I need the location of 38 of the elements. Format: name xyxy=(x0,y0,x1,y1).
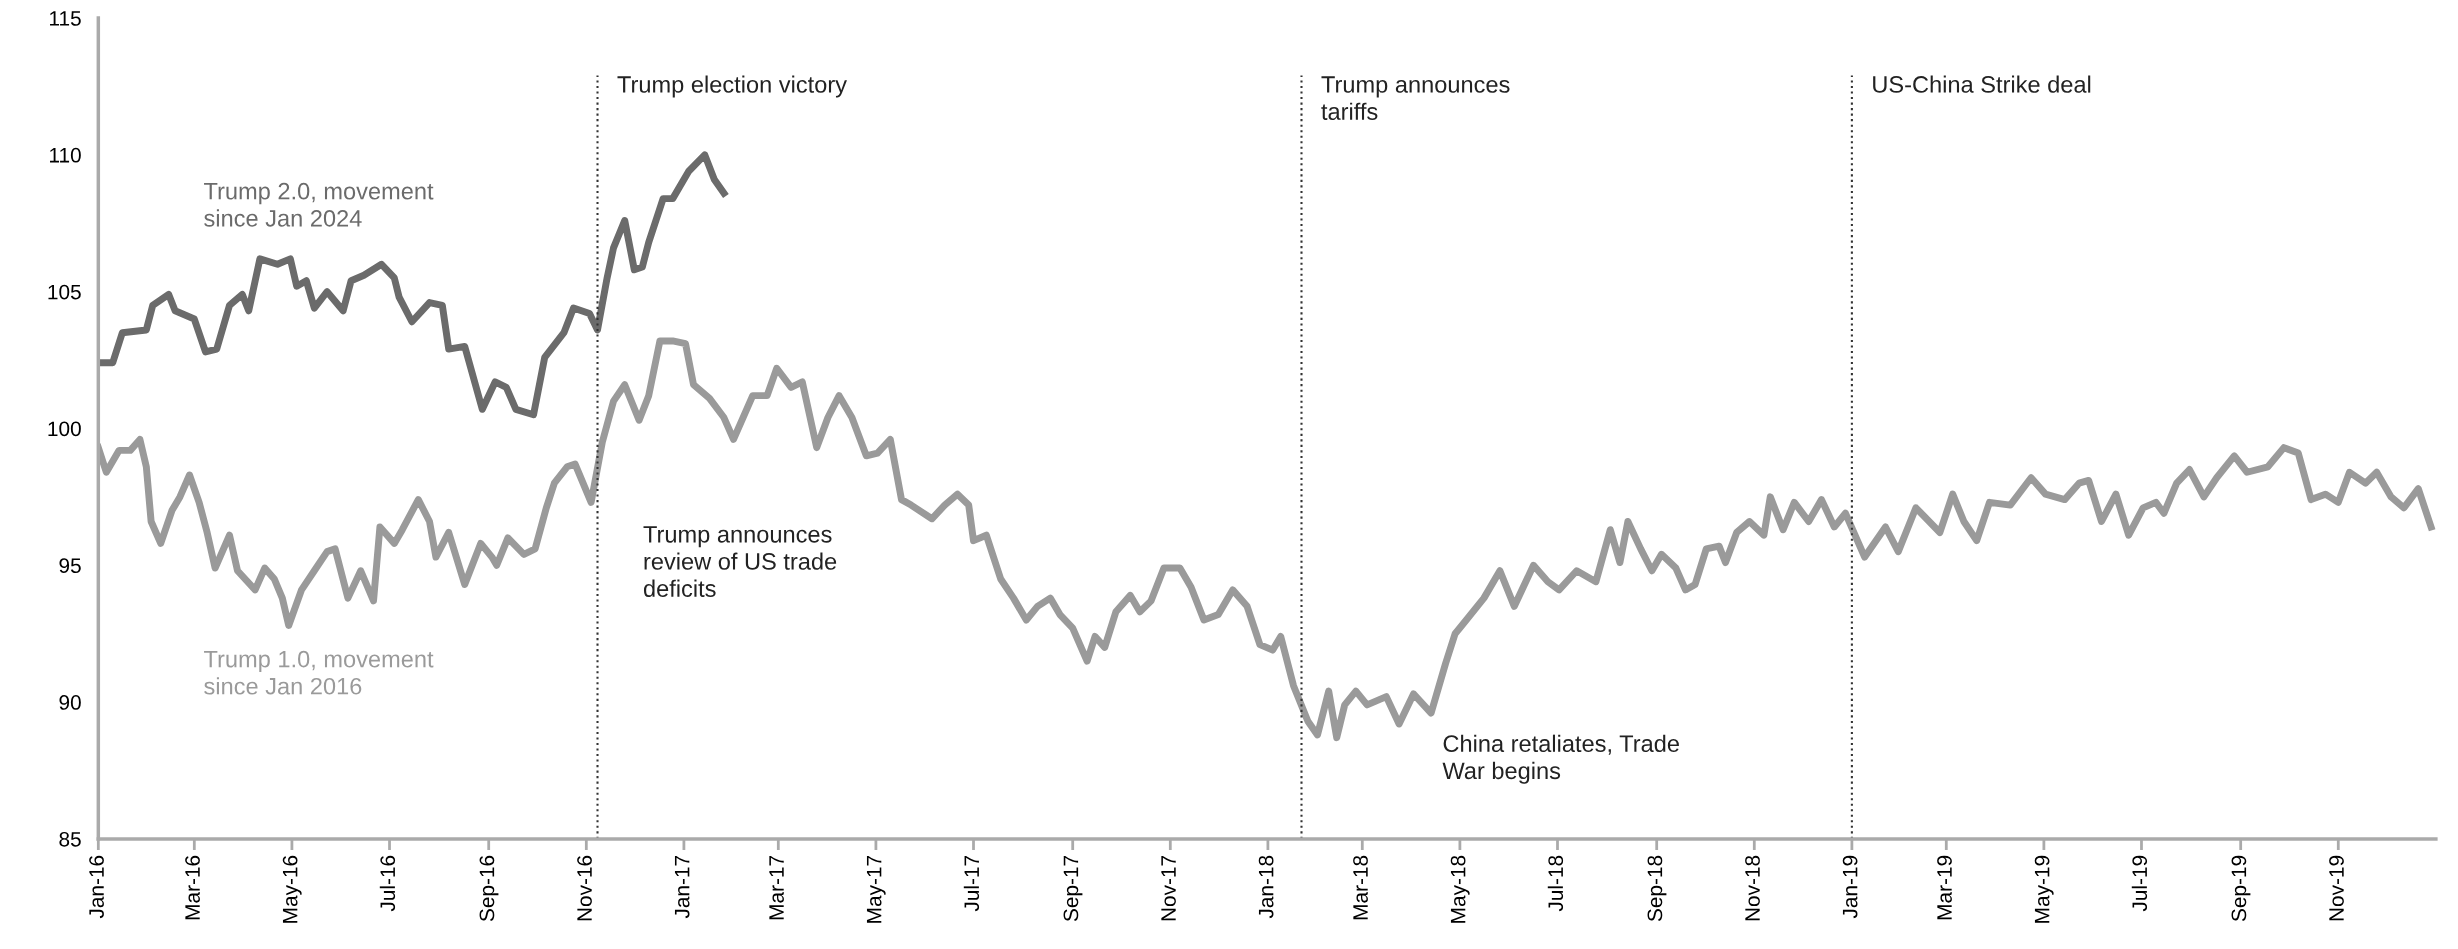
annotation: China retaliates, Trade War begins xyxy=(1442,734,1679,784)
x-tick-label: Jul-17 xyxy=(963,855,980,912)
x-tick-label: Sep-19 xyxy=(2231,855,2251,922)
ref-line-label: Trump announces tariffs xyxy=(1321,76,1510,120)
x-tick-label: Mar-16 xyxy=(185,855,200,920)
ref-line-label: US-China Strike deal xyxy=(1873,75,2091,93)
x-tick-label: Sep-16 xyxy=(479,855,499,922)
x-tick-label: Nov-18 xyxy=(1745,855,1760,921)
x-tick-label: May-18 xyxy=(1450,855,1470,923)
y-tick-label: 115 xyxy=(50,11,81,26)
x-tick-label: Jan-18 xyxy=(1258,855,1274,919)
x-tick-label: May-19 xyxy=(2034,855,2054,923)
ref-line-label: Trump election victory xyxy=(617,75,847,98)
y-tick-label: 90 xyxy=(59,695,81,710)
x-tick-label: Mar-19 xyxy=(1937,855,1952,920)
x-tick-label: Jul-18 xyxy=(1547,855,1564,912)
y-tick-label: 85 xyxy=(59,831,81,847)
x-tick-label: Jan-19 xyxy=(1842,855,1858,919)
x-tick-label: May-17 xyxy=(866,855,886,923)
x-tick-label: Jan-16 xyxy=(89,855,104,919)
x-tick-label: Sep-17 xyxy=(1063,855,1083,922)
x-tick-label: Sep-18 xyxy=(1647,855,1667,922)
x-tick-label: Nov-16 xyxy=(577,855,592,921)
x-tick-label: Jul-16 xyxy=(379,855,396,912)
y-tick-label: 95 xyxy=(59,558,81,574)
text: Trump 2.0, movement since Jan 2024 xyxy=(204,182,434,227)
y-tick-label: 105 xyxy=(48,284,81,300)
x-tick-label: Nov-17 xyxy=(1161,855,1176,921)
x-tick-label: Mar-17 xyxy=(769,855,784,920)
x-tick-label: Jul-19 xyxy=(2131,855,2148,912)
x-tick-label: Mar-18 xyxy=(1353,855,1368,920)
x-tick-label: Jan-17 xyxy=(674,855,690,919)
x-tick-label: May-16 xyxy=(282,855,302,923)
annotation: Trump announces review of US trade deficits xyxy=(643,526,837,597)
text: Trump 1.0, movement since Jan 2016 xyxy=(204,650,434,695)
y-tick-label: 110 xyxy=(50,147,81,163)
x-tick-label: Nov-19 xyxy=(2329,855,2344,921)
y-tick-label: 100 xyxy=(48,421,81,437)
